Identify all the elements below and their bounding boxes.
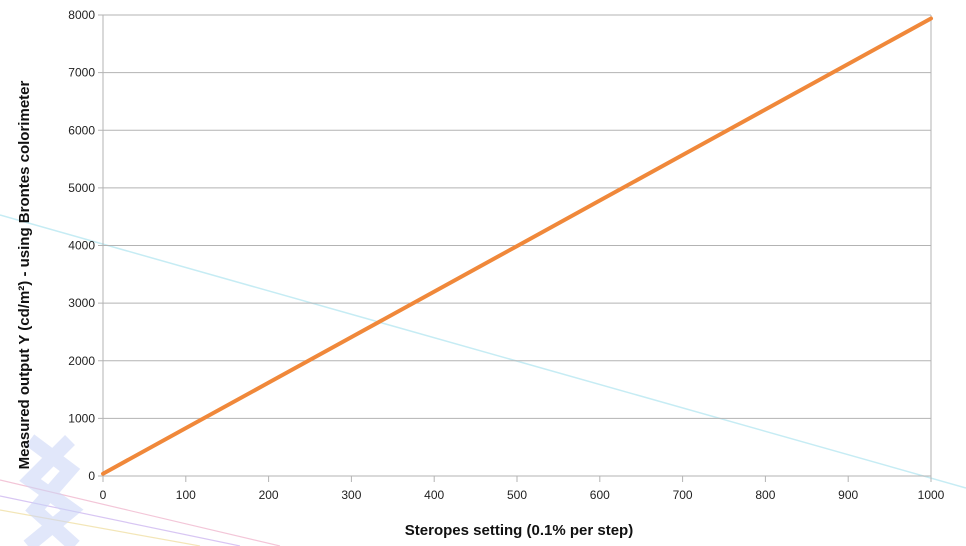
y-tick-label: 2000 xyxy=(68,354,95,368)
x-tick-label: 600 xyxy=(590,488,610,502)
x-tick-label: 100 xyxy=(176,488,196,502)
background-watermark xyxy=(0,214,966,546)
y-tick-label: 5000 xyxy=(68,181,95,195)
y-axis-title: Measured output Y (cd/m²) - using Bronte… xyxy=(16,81,33,470)
y-tick-label: 3000 xyxy=(68,296,95,310)
x-axis-title: Steropes setting (0.1% per step) xyxy=(405,522,633,539)
x-tick-label: 900 xyxy=(838,488,858,502)
x-tick-label: 0 xyxy=(100,488,107,502)
x-tick-label: 400 xyxy=(424,488,444,502)
x-axis-ticks: 0 100 200 300 400 500 600 700 800 900 1000 xyxy=(100,476,945,502)
y-tick-label: 6000 xyxy=(68,123,95,137)
x-tick-label: 300 xyxy=(341,488,361,502)
x-tick-label: 200 xyxy=(259,488,279,502)
y-tick-label: 4000 xyxy=(68,239,95,253)
x-tick-label: 1000 xyxy=(918,488,945,502)
y-tick-label: 1000 xyxy=(68,411,95,425)
x-tick-label: 800 xyxy=(755,488,775,502)
x-tick-label: 500 xyxy=(507,488,527,502)
y-axis-ticks: 0 1000 2000 3000 4000 5000 6000 7000 8000 xyxy=(68,8,103,483)
y-tick-label: 8000 xyxy=(68,8,95,22)
series-line xyxy=(101,16,933,476)
y-tick-label: 7000 xyxy=(68,66,95,80)
y-tick-label: 0 xyxy=(88,469,95,483)
series-layer xyxy=(101,16,933,476)
y-gridlines xyxy=(103,14,931,419)
x-tick-label: 700 xyxy=(673,488,693,502)
